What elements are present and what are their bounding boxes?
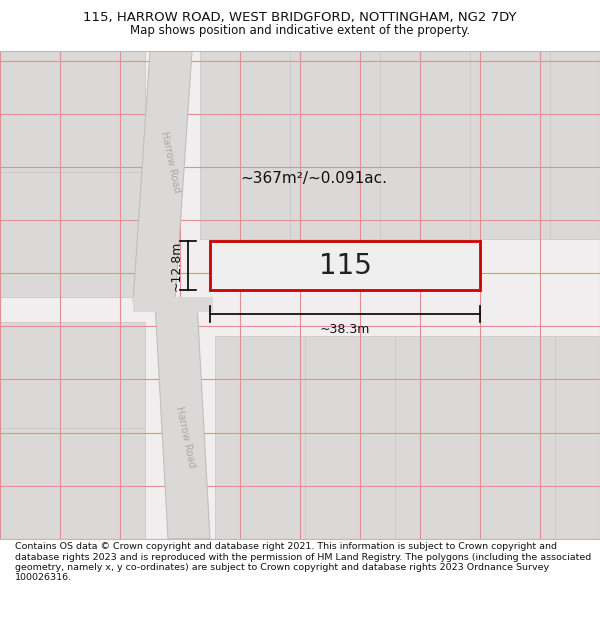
Bar (0, 51, 145, 298)
Polygon shape (133, 51, 192, 302)
Text: Harrow Road: Harrow Road (158, 131, 181, 194)
Bar (133, 298, 213, 312)
Text: 115: 115 (319, 251, 371, 279)
Bar (200, 51, 600, 239)
Text: ~38.3m: ~38.3m (320, 324, 370, 336)
Text: ~12.8m: ~12.8m (170, 241, 183, 291)
Bar (210, 241, 480, 290)
Text: Map shows position and indicative extent of the property.: Map shows position and indicative extent… (130, 24, 470, 37)
Text: 115, HARROW ROAD, WEST BRIDGFORD, NOTTINGHAM, NG2 7DY: 115, HARROW ROAD, WEST BRIDGFORD, NOTTIN… (83, 11, 517, 24)
Bar (0, 321, 145, 539)
Text: Harrow Road: Harrow Road (173, 406, 196, 469)
Text: ~367m²/~0.091ac.: ~367m²/~0.091ac. (240, 171, 387, 186)
Polygon shape (155, 302, 210, 539)
Bar (215, 336, 600, 539)
Text: Contains OS data © Crown copyright and database right 2021. This information is : Contains OS data © Crown copyright and d… (15, 542, 591, 582)
